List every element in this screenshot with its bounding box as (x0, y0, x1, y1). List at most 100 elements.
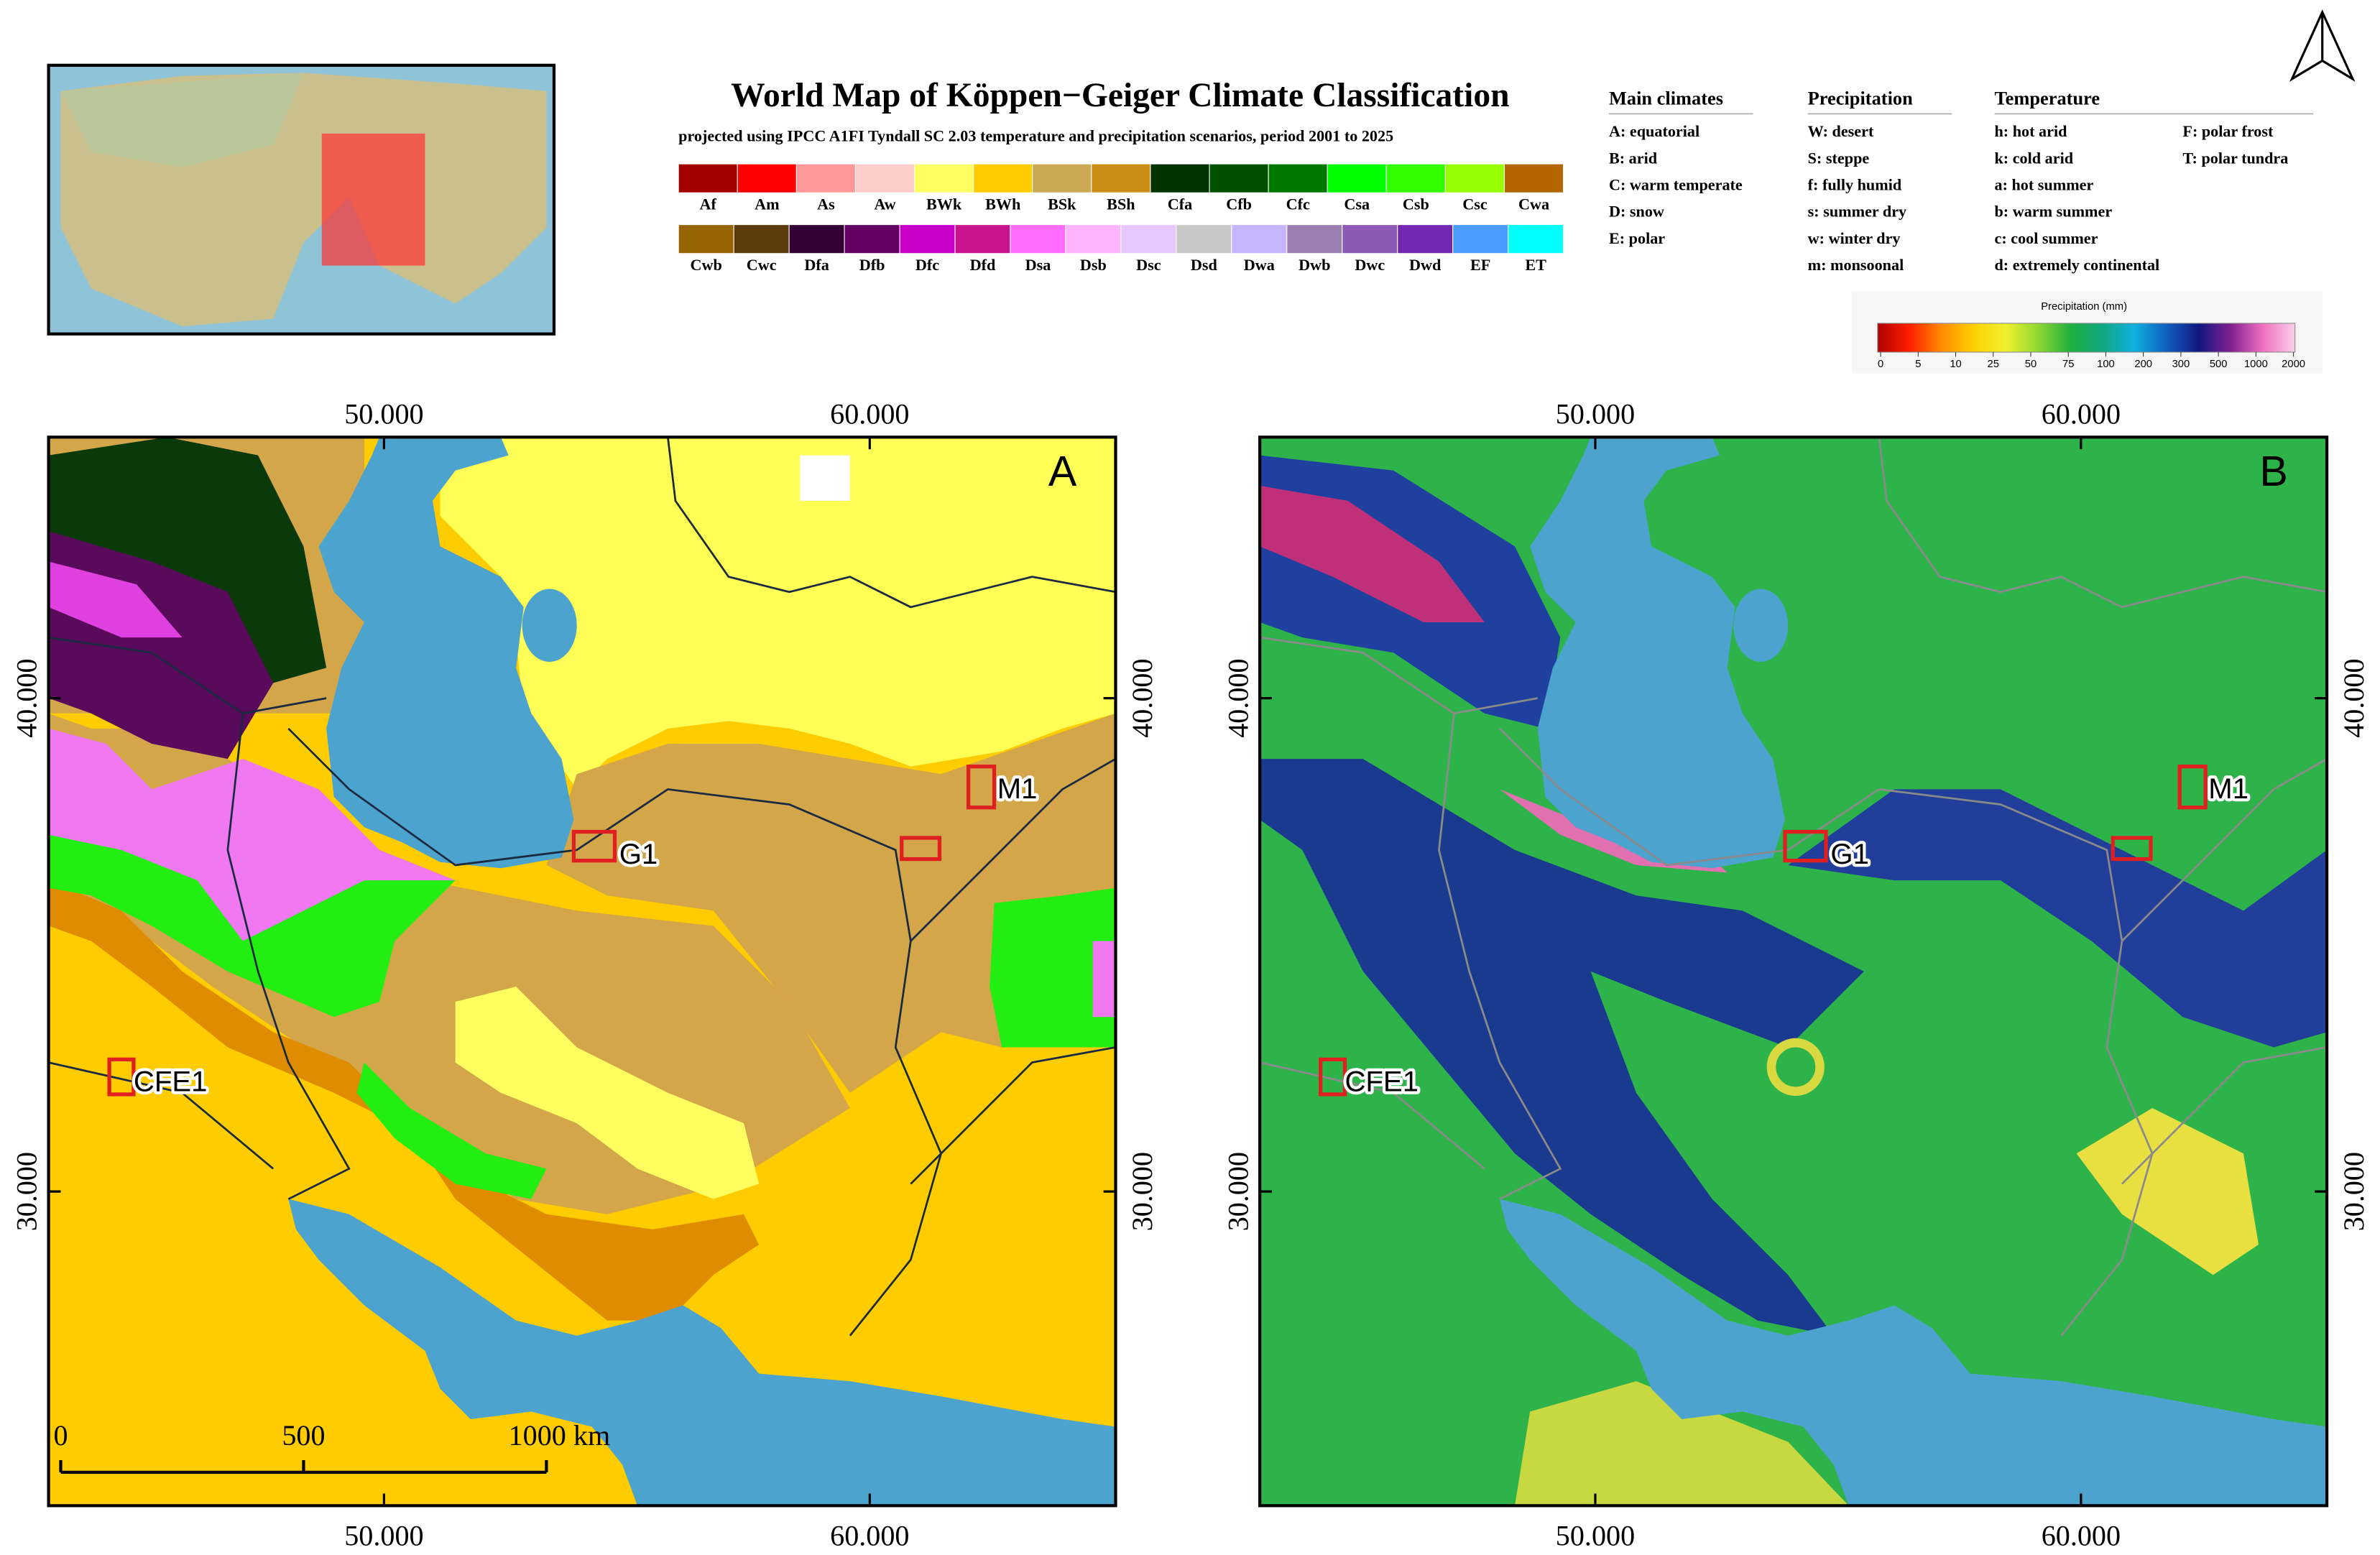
y-tick-label: 40.000 (1126, 658, 1158, 737)
legend-label: Csc (1462, 195, 1488, 213)
legend-label: Csa (1344, 195, 1370, 213)
legend-swatch (914, 163, 974, 193)
legend-label: Csb (1403, 195, 1429, 213)
legend-swatch (1452, 224, 1509, 254)
key-item: A: equatorial (1609, 122, 1699, 140)
y-tick-label: 30.000 (1222, 1152, 1254, 1231)
key-item: D: snow (1609, 203, 1664, 221)
legend-swatch (1342, 224, 1398, 254)
key-item: F: polar frost (2182, 122, 2274, 140)
legend-swatch (1503, 163, 1564, 193)
legend-swatch (1327, 163, 1387, 193)
legend-swatch (1268, 163, 1328, 193)
scale-bar (59, 1459, 548, 1474)
legend-swatch (1508, 224, 1564, 254)
colorbar-label: 1000 (2244, 359, 2268, 370)
legend-swatch (1397, 224, 1454, 254)
climate-legend: Af Am As Aw BWk BWh BSk BSh Cfa Cfb Cfc Csa Csb Csc Cw… (678, 163, 1564, 274)
legend-label: Dfd (970, 256, 996, 274)
site-label: M1 (2208, 772, 2248, 805)
inset-map (47, 63, 556, 336)
legend-label: BSh (1107, 195, 1135, 213)
key-item: C: warm temperate (1609, 175, 1743, 193)
scale-label: 0 (53, 1419, 68, 1452)
legend-label: Cfa (1168, 195, 1192, 213)
panel-label: B (2259, 447, 2287, 495)
legend-swatch (1385, 163, 1446, 193)
key-item: T: polar tundra (2182, 149, 2288, 167)
key-item: a: hot summer (1994, 175, 2093, 193)
y-tick-label: 30.000 (1126, 1152, 1158, 1231)
x-tick-label: 60.000 (830, 397, 909, 430)
y-tick-label: 40.000 (1222, 658, 1254, 737)
legend-swatch (1032, 163, 1092, 193)
legend-label: Dfa (804, 256, 829, 274)
legend-label: Cwb (690, 256, 721, 274)
key-item: f: fully humid (1808, 175, 1902, 193)
legend-label: As (817, 195, 835, 213)
legend-label: BWk (926, 195, 962, 213)
legend-label: Cfc (1286, 195, 1310, 213)
legend-label: Dwa (1244, 256, 1275, 274)
legend-swatch (737, 163, 797, 193)
legend-swatch (1231, 224, 1288, 254)
legend-label: Dwc (1355, 256, 1385, 274)
legend-swatch (973, 163, 1033, 193)
key-item: b: warm summer (1994, 203, 2112, 221)
colorbar-label: 0 (1878, 359, 1883, 370)
legend-label: Dsc (1136, 256, 1161, 274)
y-tick-label: 40.000 (11, 658, 43, 737)
legend-label: Af (700, 195, 717, 213)
key-item: m: monsoonal (1808, 256, 1904, 274)
colorbar-label: 10 (1950, 359, 1961, 370)
legend-label: Dsb (1080, 256, 1107, 274)
map-panel-b: B 50.000 50.000 60.000 60.000 40.000 40.000 30.… (1222, 397, 2370, 1551)
precipitation-colorbar: Precipitation (mm) 0 5 10 25 50 75 100 200 300 50… (1851, 291, 2323, 374)
colorbar-label: 50 (2025, 359, 2037, 370)
scale-label: 500 (282, 1419, 325, 1452)
x-tick-label: 50.000 (344, 397, 423, 430)
legend-swatch (844, 224, 900, 254)
y-tick-label: 40.000 (2338, 658, 2370, 737)
key-item: S: steppe (1808, 149, 1870, 167)
key-title: Precipitation (1808, 88, 1913, 109)
legend-label: Dfc (915, 256, 939, 274)
legend-label: Dwd (1409, 256, 1442, 274)
subtitle: projected using IPCC A1FI Tyndall SC 2.0… (678, 126, 1393, 144)
legend-swatch (1120, 224, 1177, 254)
legend-label: BWh (985, 195, 1020, 213)
key-item: W: desert (1808, 122, 1874, 140)
legend-swatch (954, 224, 1011, 254)
colorbar-label: 300 (2172, 359, 2190, 370)
legend-swatch (1010, 224, 1066, 254)
colorbar-label: 5 (1915, 359, 1921, 370)
site-label: CFE1 (1344, 1066, 1419, 1098)
legend-swatch (1444, 163, 1505, 193)
y-tick-label: 30.000 (11, 1152, 43, 1231)
y-tick-label: 30.000 (2338, 1152, 2370, 1231)
legend-label: Am (755, 195, 780, 213)
legend-swatch (788, 224, 845, 254)
legend-swatch (795, 163, 856, 193)
legend-swatch (1176, 224, 1232, 254)
site-label: G1 (1830, 838, 1869, 870)
site-box (1783, 829, 1828, 863)
key-item: k: cold arid (1994, 149, 2073, 167)
legend-label: ET (1525, 256, 1546, 274)
legend-swatch (1286, 224, 1343, 254)
key-title: Temperature (1994, 88, 2100, 109)
legend-swatch (678, 163, 738, 193)
site-box (571, 829, 617, 863)
legend-swatch (854, 163, 915, 193)
key-item: w: winter dry (1808, 229, 1901, 247)
site-label: CFE1 (134, 1066, 208, 1098)
legend-label: Cwc (747, 256, 777, 274)
scale-label: 1000 km (509, 1419, 611, 1452)
legend-swatch (899, 224, 956, 254)
legend-swatch (1209, 163, 1269, 193)
extra-box (2111, 836, 2153, 862)
key-item: E: polar (1609, 229, 1665, 247)
legend-swatch (1150, 163, 1210, 193)
